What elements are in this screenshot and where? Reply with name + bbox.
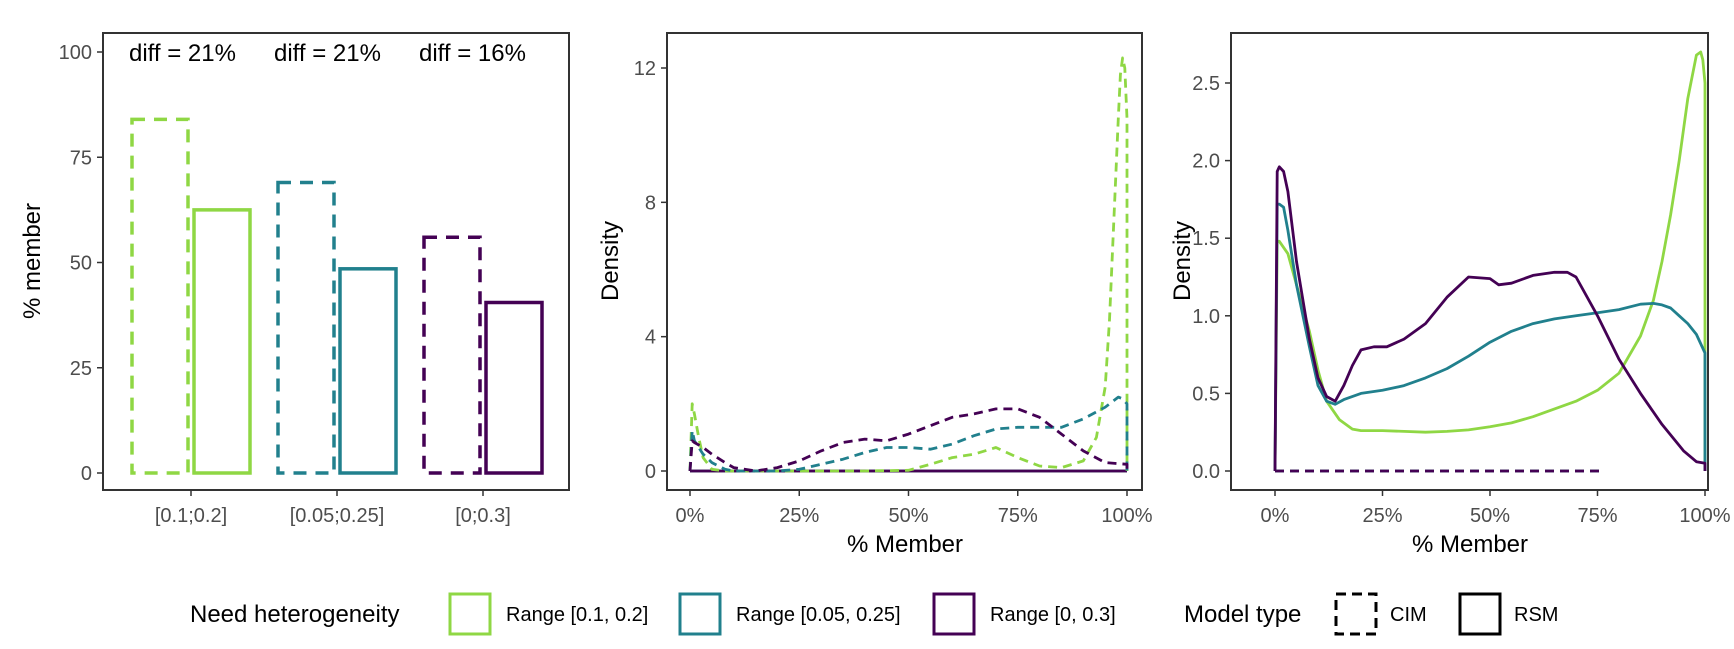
- cim-density-line-cim-range-0-1-0-2: [688, 56, 1129, 473]
- bar-panel-frame: [102, 32, 570, 491]
- cim-density-line-cim-range-0-0-3: [688, 407, 1129, 473]
- bar-ytick-label-75: 75: [70, 147, 92, 169]
- bar-rsm-0: [192, 208, 252, 475]
- cim-density-xtick-label-75: 75%: [998, 505, 1038, 527]
- cim-density-ytick-label-8: 8: [645, 192, 656, 214]
- legend-label-range-005-025: Range [0.05, 0.25]: [736, 604, 901, 626]
- density-panel-cim: 0 4 8 12 0% 25% 50% 75% 100% Density % Member: [597, 32, 1153, 558]
- rsm-density-line-rsm-range-0-1-0-2: [1273, 50, 1707, 472]
- rsm-density-ytick-label-1-0: 1.0: [1192, 306, 1220, 328]
- bar-ytick-label-50: 50: [70, 253, 92, 275]
- rsm-density-line-rsm-range-0-05-0-25: [1273, 202, 1707, 472]
- rsm-density-xtick-label-25: 25%: [1362, 505, 1402, 527]
- rsm-density-xtick-label-50: 50%: [1470, 505, 1510, 527]
- bar-cim-2: [422, 235, 482, 475]
- bar-xtick-label-0: [0.1;0.2]: [155, 505, 227, 527]
- density-panel-rsm-xlabel: % Member: [1412, 531, 1528, 558]
- bar-ytick-label-0: 0: [81, 463, 92, 485]
- rsm-density-line-rsm-range-0-0-3: [1273, 165, 1707, 472]
- legend-need-title: Need heterogeneity: [190, 601, 399, 628]
- density-panel-cim-xlabel: % Member: [847, 531, 963, 558]
- bar-cim-0: [130, 117, 190, 475]
- cim-density-line-cim-range-0-05-0-25: [688, 395, 1129, 473]
- bar-xtick-label-1: [0.05;0.25]: [290, 505, 385, 527]
- cim-density-xtick-label-0: 0%: [676, 505, 705, 527]
- bar-panel: 0 25 50 75 100 [0.1;0.2] [0.05;0.25] [0;0.3] % …: [19, 32, 570, 527]
- cim-density-xtick-label-50: 50%: [888, 505, 928, 527]
- density-panel-rsm-ylabel: Density: [1169, 221, 1196, 301]
- cim-density-xtick-label-25: 25%: [779, 505, 819, 527]
- diff-annotation-2: diff = 21%: [274, 40, 381, 67]
- rsm-density-ytick-label-0-0: 0.0: [1192, 461, 1220, 483]
- diff-annotation-3: diff = 16%: [419, 40, 526, 67]
- legend-label-cim: CIM: [1390, 604, 1427, 626]
- rsm-density-xtick-label-100: 100%: [1679, 505, 1730, 527]
- rsm-density-ytick-label-2-0: 2.0: [1192, 151, 1220, 173]
- legend-label-range-0-03: Range [0, 0.3]: [990, 604, 1116, 626]
- bar-xtick-label-2: [0;0.3]: [455, 505, 511, 527]
- legend: Need heterogeneity Range [0.1, 0.2] Rang…: [190, 592, 1558, 636]
- density-panel-rsm-frame: [1230, 32, 1709, 491]
- cim-density-ytick-label-4: 4: [645, 327, 656, 349]
- legend-label-rsm: RSM: [1514, 604, 1558, 626]
- bar-panel-ylabel: % member: [19, 203, 46, 319]
- diff-annotation-1: diff = 21%: [129, 40, 236, 67]
- rsm-density-ytick-label-2-5: 2.5: [1192, 73, 1220, 95]
- bar-rsm-1: [338, 267, 398, 475]
- legend-model-title: Model type: [1184, 601, 1301, 628]
- density-panel-cim-frame: [666, 32, 1143, 491]
- legend-key-range-005-025: [678, 592, 722, 636]
- legend-key-range-0-03: [932, 592, 976, 636]
- bar-cim-1: [276, 180, 336, 475]
- bar-rsm-2: [484, 300, 544, 475]
- legend-label-range-01-02: Range [0.1, 0.2]: [506, 604, 648, 626]
- density-panel-cim-ylabel: Density: [597, 221, 624, 301]
- rsm-density-ytick-label-0-5: 0.5: [1192, 383, 1220, 405]
- cim-density-ytick-label-12: 12: [634, 58, 656, 80]
- bar-ytick-label-100: 100: [59, 42, 92, 64]
- bar-ytick-label-25: 25: [70, 358, 92, 380]
- cim-density-xtick-label-100: 100%: [1101, 505, 1152, 527]
- density-panel-rsm: 0.0 0.5 1.0 1.5 2.0 2.5 0% 25% 50% 75% 100% Densit…: [1169, 32, 1731, 558]
- rsm-density-ytick-label-1-5: 1.5: [1192, 228, 1220, 250]
- cim-density-ytick-label-0: 0: [645, 461, 656, 483]
- rsm-density-xtick-label-75: 75%: [1577, 505, 1617, 527]
- legend-key-rsm: [1458, 592, 1502, 636]
- legend-key-range-01-02: [448, 592, 492, 636]
- legend-key-cim: [1334, 592, 1378, 636]
- rsm-density-xtick-label-0: 0%: [1261, 505, 1290, 527]
